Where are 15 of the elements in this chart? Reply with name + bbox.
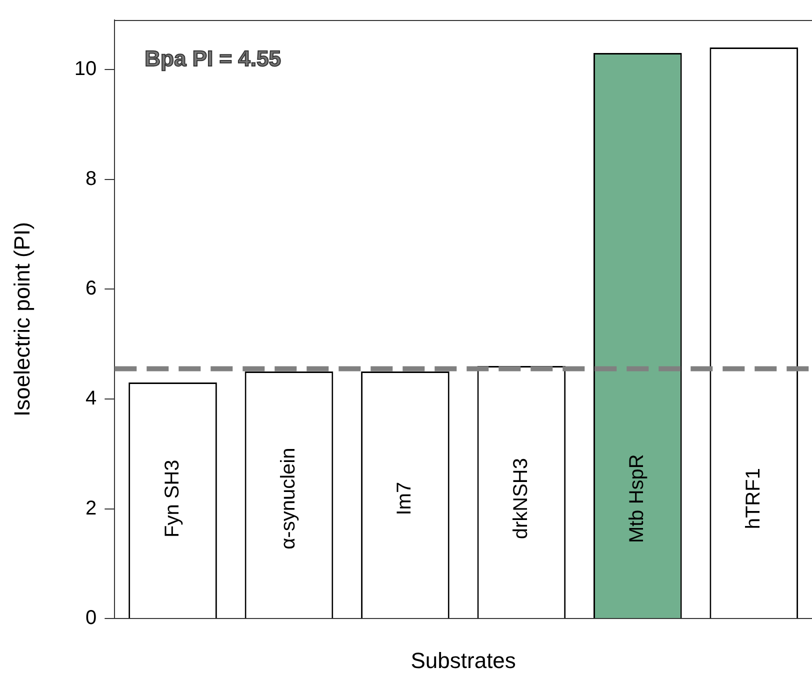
y-tick-label: 0 bbox=[86, 607, 97, 630]
annotation: Bpa PI = 4.55 bbox=[144, 46, 282, 72]
y-tick-label: 6 bbox=[86, 278, 97, 300]
x-tick-label: Im7 bbox=[394, 482, 416, 516]
y-tick-label: 2 bbox=[86, 497, 97, 520]
x-tick-label: α-synuclein bbox=[278, 448, 300, 550]
y-tick-label: 8 bbox=[86, 168, 97, 190]
x-tick-label: drkNSH3 bbox=[510, 458, 532, 540]
x-tick-label: Fyn SH3 bbox=[161, 460, 184, 538]
y-tick-label: 4 bbox=[86, 387, 97, 410]
x-tick-label: hTRF1 bbox=[742, 468, 764, 530]
y-axis-title: Isoelectric point (PI) bbox=[9, 222, 34, 417]
y-tick-label: 10 bbox=[74, 58, 97, 80]
x-axis-title: Substrates bbox=[410, 648, 516, 673]
x-tick-label: Mtb HspR bbox=[626, 454, 648, 544]
